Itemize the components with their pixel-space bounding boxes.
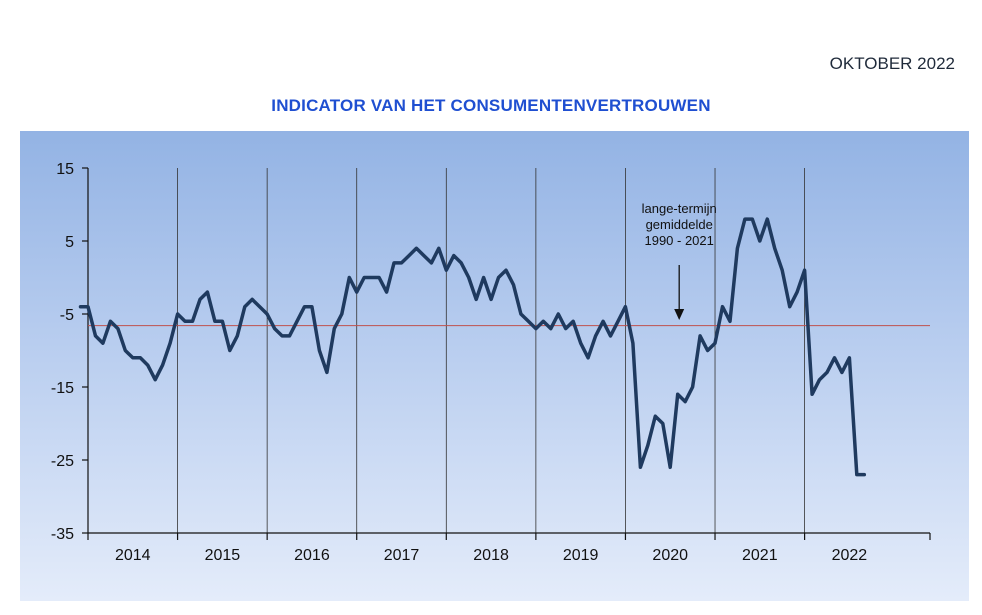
annotation-arrow-head <box>674 309 685 320</box>
y-tick-label: -5 <box>60 307 74 324</box>
y-tick-label: 5 <box>65 234 74 251</box>
y-tick-label: -35 <box>51 526 74 543</box>
average-annotation-line: gemiddelde <box>646 217 713 232</box>
x-tick-label: 2020 <box>652 547 688 564</box>
average-annotation-line: 1990 - 2021 <box>644 233 713 248</box>
average-annotation-line: lange-termijn <box>642 201 717 216</box>
x-tick-label: 2016 <box>294 547 330 564</box>
y-tick-label: -15 <box>51 380 74 397</box>
chart-panel: 15 5 -5 -15 -25 -35 2014 2015 2016 2017 2018 2019 20… <box>20 131 969 601</box>
y-tick-label: 15 <box>56 161 74 178</box>
line-chart: 15 5 -5 -15 -25 -35 2014 2015 2016 2017 2018 2019 20… <box>51 161 931 564</box>
x-tick-label: 2014 <box>115 547 151 564</box>
axis-layer <box>82 167 931 540</box>
x-tick-label: 2017 <box>384 547 420 564</box>
grid-layer <box>177 168 805 533</box>
consumer-confidence-series-line <box>78 217 867 477</box>
x-tick-label: 2019 <box>563 547 599 564</box>
x-tick-label: 2015 <box>205 547 241 564</box>
series-layer <box>78 217 867 477</box>
x-tick-label: 2022 <box>832 547 868 564</box>
x-tick-label: 2018 <box>473 547 509 564</box>
y-tick-label: -25 <box>51 453 74 470</box>
label-layer: 15 5 -5 -15 -25 -35 2014 2015 2016 2017 2018 2019 20… <box>51 161 867 564</box>
chart-title: INDICATOR VAN HET CONSUMENTENVERTROUWEN <box>271 96 711 115</box>
report-date: OKTOBER 2022 <box>829 54 955 73</box>
x-tick-label: 2021 <box>742 547 778 564</box>
